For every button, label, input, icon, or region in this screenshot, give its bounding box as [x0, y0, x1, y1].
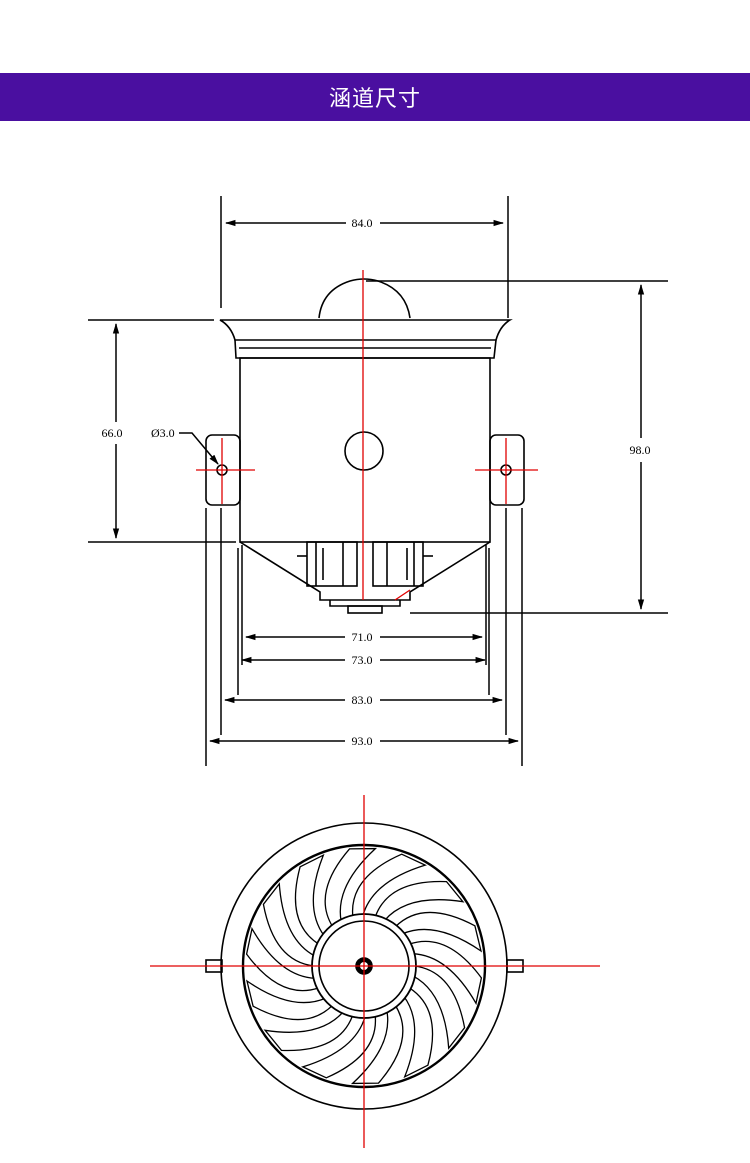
dimension-lines [88, 196, 668, 766]
fan-blade [403, 986, 434, 1079]
fan-blade [412, 965, 466, 1050]
fan-blade [245, 926, 320, 992]
dim-hole-diameter: Ø3.0 [151, 426, 175, 440]
dim-top-width: 84.0 [352, 216, 373, 230]
fan-blade [394, 911, 483, 953]
header-banner: 涵道尺寸 [0, 73, 750, 121]
fan-blade [245, 979, 334, 1021]
tail-cone [239, 541, 491, 601]
dim-width-71: 71.0 [352, 630, 373, 644]
duct-hole [344, 431, 384, 471]
fan-blade [408, 940, 483, 1006]
fan-blade [351, 853, 428, 919]
fan-blade [263, 1010, 354, 1052]
fan-blade [300, 1013, 377, 1079]
fan-blade [324, 847, 378, 928]
fan-blade [350, 1004, 404, 1085]
dim-height-total: 98.0 [630, 443, 651, 457]
fan-blades [245, 847, 483, 1085]
fan-blade [262, 882, 316, 967]
side-view [205, 278, 525, 614]
dim-width-93: 93.0 [352, 734, 373, 748]
duct-body [239, 357, 491, 543]
spinner-dome [318, 278, 411, 319]
dim-width-83: 83.0 [352, 693, 373, 707]
page-title: 涵道尺寸 [328, 87, 421, 112]
fan-blade [294, 853, 325, 946]
front-centerlines [150, 795, 600, 1148]
dim-body-height: 66.0 [102, 426, 123, 440]
dim-width-73: 73.0 [352, 653, 373, 667]
intake-lip [219, 319, 513, 341]
fan-blade [374, 880, 465, 922]
motor-block [297, 541, 433, 587]
side-centerlines [196, 270, 538, 601]
